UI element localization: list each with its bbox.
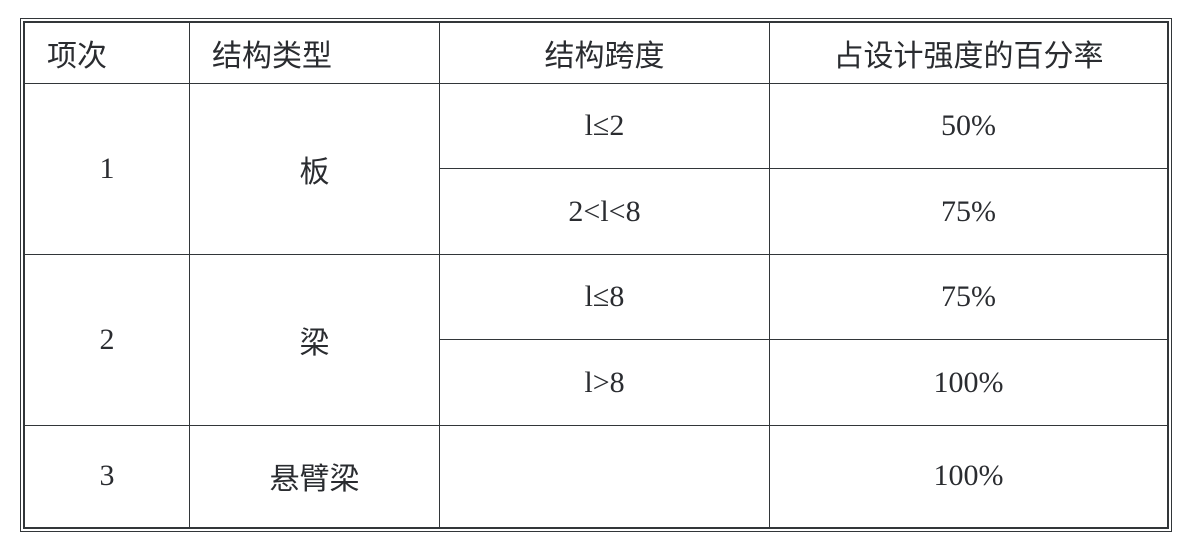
- strength-ratio-table: 项次 结构类型 结构跨度 占设计强度的百分率 1 板 l≤2 50% 2<l<8…: [24, 22, 1168, 528]
- cell-item-no: 1: [25, 84, 190, 255]
- cell-struct-type: 板: [190, 84, 440, 255]
- col-header-struct-type: 结构类型: [190, 23, 440, 84]
- cell-pct: 75%: [770, 169, 1168, 254]
- cell-span: [440, 425, 770, 527]
- cell-span: 2<l<8: [440, 169, 770, 254]
- cell-item-no: 2: [25, 254, 190, 425]
- cell-pct: 100%: [770, 425, 1168, 527]
- cell-pct: 50%: [770, 84, 1168, 169]
- cell-struct-type: 悬臂梁: [190, 425, 440, 527]
- table-row: 3 悬臂梁 100%: [25, 425, 1168, 527]
- cell-span: l≤2: [440, 84, 770, 169]
- cell-pct: 75%: [770, 254, 1168, 339]
- table-header-row: 项次 结构类型 结构跨度 占设计强度的百分率: [25, 23, 1168, 84]
- cell-item-no: 3: [25, 425, 190, 527]
- col-header-pct: 占设计强度的百分率: [770, 23, 1168, 84]
- cell-span: l≤8: [440, 254, 770, 339]
- table-row: 2 梁 l≤8 75%: [25, 254, 1168, 339]
- cell-span: l>8: [440, 340, 770, 425]
- col-header-item-no: 项次: [25, 23, 190, 84]
- cell-struct-type: 梁: [190, 254, 440, 425]
- cell-pct: 100%: [770, 340, 1168, 425]
- strength-ratio-table-container: 项次 结构类型 结构跨度 占设计强度的百分率 1 板 l≤2 50% 2<l<8…: [20, 18, 1172, 532]
- col-header-span: 结构跨度: [440, 23, 770, 84]
- table-row: 1 板 l≤2 50%: [25, 84, 1168, 169]
